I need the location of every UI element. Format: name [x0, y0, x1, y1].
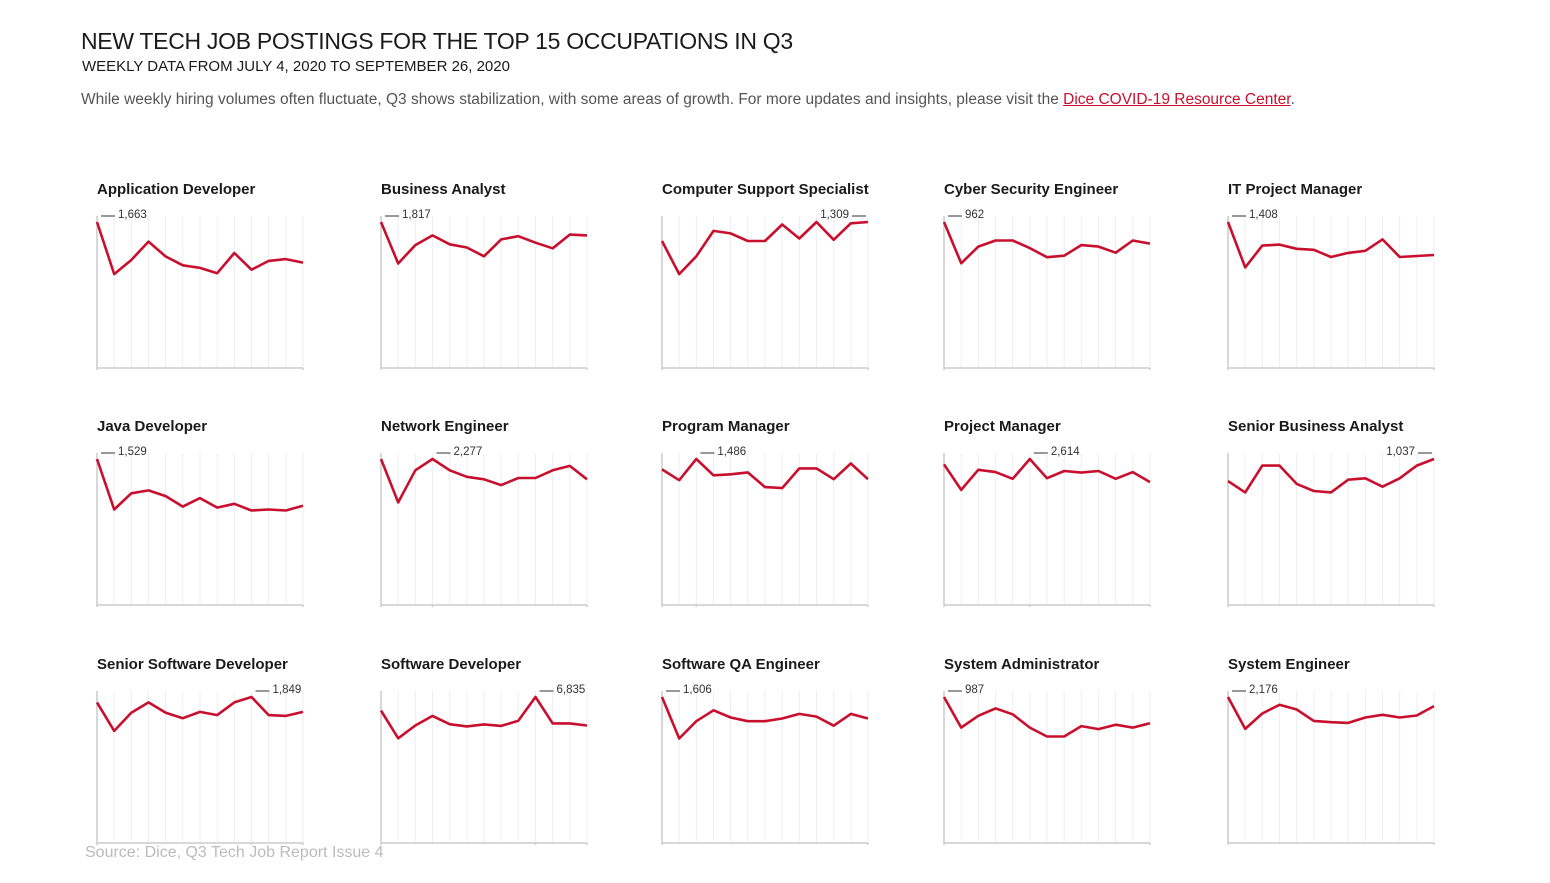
intro-body: While weekly hiring volumes often fluctu…: [81, 91, 1064, 108]
series-line: [1226, 221, 1435, 269]
series-line: [1226, 696, 1435, 731]
chart-system-engineer: Jul 4Sep 262,176: [1226, 684, 1435, 845]
series-line: [95, 221, 304, 276]
page-subtitle: WEEKLY DATA FROM JULY 4, 2020 TO SEPTEMB…: [82, 58, 510, 75]
peak-label: 1,606: [683, 684, 712, 696]
series-line: [1227, 457, 1435, 494]
series-line: [95, 695, 304, 733]
series-line: [660, 696, 869, 740]
chart-program-manager: Jul 4Jul 18Sep 261,486: [661, 446, 869, 607]
peak-label: 2,176: [1249, 684, 1278, 696]
chart-title-senior-software-developer: Senior Software Developer: [97, 656, 288, 673]
series-line: [379, 457, 588, 504]
chart-software-developer: Jul 4Sep 5Sep 266,835: [379, 684, 588, 845]
peak-label: 1,037: [1386, 446, 1415, 458]
chart-title-program-manager: Program Manager: [662, 418, 790, 435]
chart-title-system-administrator: System Administrator: [944, 656, 1100, 673]
intro-text: While weekly hiring volumes often fluctu…: [81, 91, 1295, 109]
peak-label: 1,663: [118, 209, 147, 221]
intro-end: .: [1290, 91, 1295, 108]
peak-label: 1,309: [820, 209, 849, 221]
peak-label: 1,486: [717, 446, 746, 458]
peak-label: 6,835: [557, 684, 586, 696]
series-line: [942, 457, 1151, 492]
chart-title-network-engineer: Network Engineer: [381, 418, 509, 435]
chart-title-system-engineer: System Engineer: [1228, 656, 1350, 673]
series-line: [942, 696, 1151, 738]
chart-senior-software-developer: Jul 4Sep 5Sep 261,849: [95, 684, 304, 845]
chart-title-it-project-manager: IT Project Manager: [1228, 181, 1363, 198]
peak-label: 1,529: [118, 446, 147, 458]
series-line: [942, 221, 1151, 265]
peak-label: 2,277: [454, 446, 483, 458]
series-line: [95, 458, 304, 512]
peak-label: 2,614: [1051, 446, 1080, 458]
peak-label: 1,408: [1249, 209, 1278, 221]
chart-title-business-analyst: Business Analyst: [381, 181, 506, 198]
chart-java-developer: Jul 4Sep 261,529: [95, 446, 304, 607]
chart-software-qa-engineer: Jul 4Sep 261,606: [660, 684, 869, 845]
chart-business-analyst: Jul 4Sep 261,817: [379, 209, 588, 370]
series-line: [661, 457, 869, 490]
chart-system-administrator: Jul 4Sep 26987: [942, 684, 1151, 845]
series-line: [660, 220, 869, 276]
peak-label: 962: [965, 209, 984, 221]
chart-application-developer: Jul 4Sep 261,663: [95, 209, 304, 370]
peak-label: 1,817: [402, 209, 431, 221]
chart-it-project-manager: Jul 4Sep 261,408: [1226, 209, 1435, 370]
peak-label: 987: [965, 684, 984, 696]
series-line: [379, 221, 588, 265]
page-title: NEW TECH JOB POSTINGS FOR THE TOP 15 OCC…: [81, 28, 793, 54]
chart-title-cyber-security-engineer: Cyber Security Engineer: [944, 181, 1119, 198]
chart-title-software-developer: Software Developer: [381, 656, 522, 673]
chart-title-project-manager: Project Manager: [944, 418, 1061, 435]
chart-title-senior-business-analyst: Senior Business Analyst: [1228, 418, 1404, 435]
chart-senior-business-analyst: Jul 4Sep 261,037: [1227, 446, 1435, 607]
peak-label: 1,849: [273, 684, 302, 696]
resource-center-link[interactable]: Dice COVID-19 Resource Center: [1063, 91, 1291, 108]
chart-cyber-security-engineer: Jul 4Sep 26962: [942, 209, 1151, 370]
chart-project-manager: Jul 4Aug 8Sep 262,614: [942, 446, 1151, 607]
chart-title-software-qa-engineer: Software QA Engineer: [662, 656, 820, 673]
chart-computer-support-specialist: Jul 4Sep 261,309: [660, 209, 869, 370]
chart-title-java-developer: Java Developer: [97, 418, 208, 435]
chart-network-engineer: Jul 4Jul 25Sep 262,277: [379, 446, 588, 607]
series-line: [379, 695, 588, 740]
source-note: Source: Dice, Q3 Tech Job Report Issue 4: [85, 844, 384, 861]
chart-title-computer-support-specialist: Computer Support Specialist: [662, 181, 869, 198]
chart-title-application-developer: Application Developer: [97, 181, 256, 198]
